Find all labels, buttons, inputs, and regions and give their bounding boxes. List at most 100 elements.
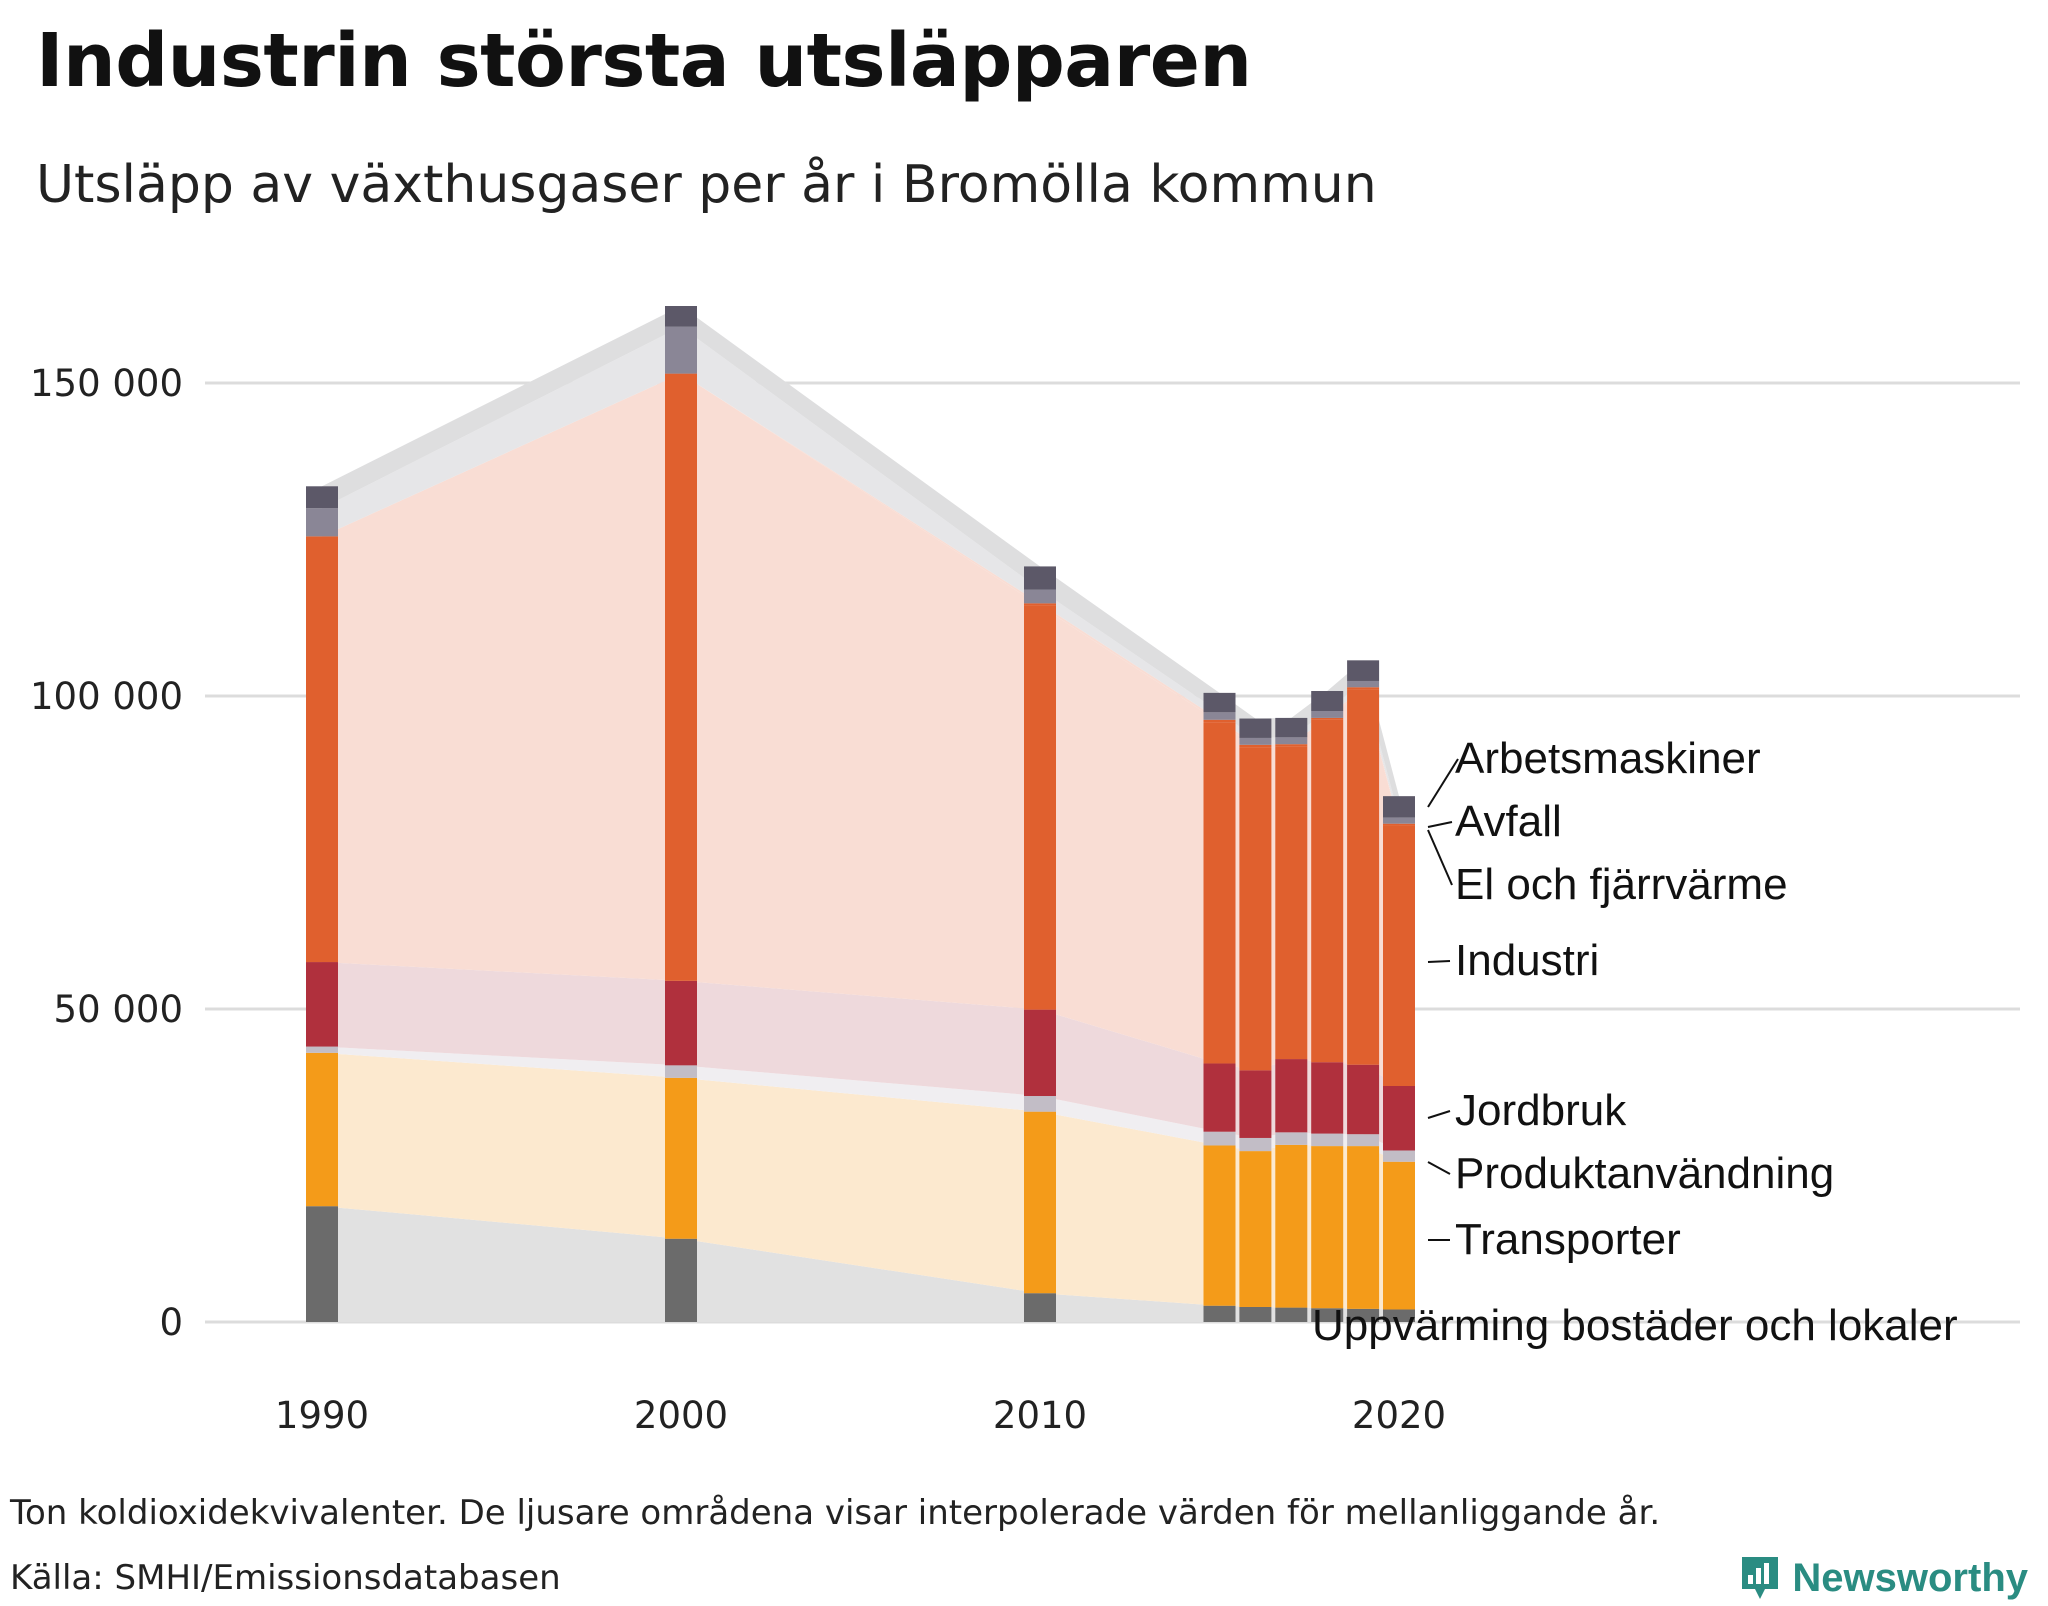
bar-segment-1990-6[interactable] xyxy=(306,508,338,537)
bar-segment-2018-4[interactable] xyxy=(1311,719,1344,1063)
bar-segment-2017-4[interactable] xyxy=(1275,746,1308,1060)
bar-segment-2018-2[interactable] xyxy=(1311,1133,1344,1147)
bar-segment-2019-1[interactable] xyxy=(1347,1146,1380,1309)
bar-stack-1990[interactable] xyxy=(306,486,338,1322)
bar-segment-2020-6[interactable] xyxy=(1383,817,1415,824)
bar-segment-2019-6[interactable] xyxy=(1347,680,1380,688)
bar-segment-2015-7[interactable] xyxy=(1203,692,1236,713)
leader-line-1 xyxy=(1427,821,1453,828)
bar-segment-2016-3[interactable] xyxy=(1239,1070,1272,1138)
bar-segment-2000-4[interactable] xyxy=(665,373,697,981)
bar-segment-2019-7[interactable] xyxy=(1347,660,1380,681)
bar-stack-2018[interactable] xyxy=(1311,690,1344,1322)
bar-segment-2019-0[interactable] xyxy=(1347,1308,1380,1322)
bar-segment-1990-7[interactable] xyxy=(306,486,338,509)
bar-segment-2020-1[interactable] xyxy=(1383,1161,1415,1310)
bar-segment-2015-6[interactable] xyxy=(1203,712,1236,720)
brand-name: Newsworthy xyxy=(1792,1555,2028,1600)
bar-segment-2015-4[interactable] xyxy=(1203,722,1236,1064)
bar-segment-2000-6[interactable] xyxy=(665,326,697,374)
segment-label-text-7: Uppvärming bostäder och lokaler xyxy=(1312,1301,1958,1350)
bar-segment-1990-0[interactable] xyxy=(306,1206,338,1322)
bar-segment-2010-4[interactable] xyxy=(1024,605,1056,1010)
bar-segment-2017-2[interactable] xyxy=(1275,1132,1308,1145)
x-axis-ticks: 1990 2000 2010 2020 xyxy=(275,1394,1446,1437)
bar-segment-2000-1[interactable] xyxy=(665,1077,697,1239)
bar-segment-2010-3[interactable] xyxy=(1024,1009,1056,1097)
segment-label-text-3: Industri xyxy=(1455,936,1599,985)
segment-label-2: El och fjärrvärme xyxy=(1427,829,1788,909)
bar-segment-2017-5[interactable] xyxy=(1275,744,1308,747)
bar-segment-2020-7[interactable] xyxy=(1383,796,1415,818)
bar-segment-2000-7[interactable] xyxy=(665,306,697,327)
bar-segment-2010-6[interactable] xyxy=(1024,589,1056,604)
bar-segment-2019-2[interactable] xyxy=(1347,1134,1380,1147)
segment-label-3: Industri xyxy=(1427,936,1599,985)
bar-segment-2010-5[interactable] xyxy=(1024,603,1056,606)
bar-stack-2020[interactable] xyxy=(1383,796,1415,1322)
brand-logo[interactable]: Newsworthy xyxy=(1738,1550,2028,1606)
bar-stack-2017[interactable] xyxy=(1275,717,1308,1322)
bar-segment-2015-1[interactable] xyxy=(1203,1145,1236,1306)
segment-label-6: Transporter xyxy=(1428,1215,1681,1264)
bar-segment-2015-5[interactable] xyxy=(1203,719,1236,723)
bar-segment-2017-7[interactable] xyxy=(1275,717,1308,738)
bar-segment-2017-1[interactable] xyxy=(1275,1144,1308,1308)
bar-segment-2016-5[interactable] xyxy=(1239,744,1272,748)
segment-label-text-0: Arbetsmaskiner xyxy=(1455,734,1761,783)
bar-stack-2015[interactable] xyxy=(1203,692,1236,1322)
area-2 xyxy=(322,1046,1399,1162)
bar-segment-2018-5[interactable] xyxy=(1311,717,1344,720)
bar-segment-1990-3[interactable] xyxy=(306,962,338,1047)
bar-segment-2020-5[interactable] xyxy=(1383,823,1415,826)
bar-segment-2016-0[interactable] xyxy=(1239,1306,1272,1322)
bar-segment-2010-0[interactable] xyxy=(1024,1293,1056,1322)
bar-segment-2020-3[interactable] xyxy=(1383,1085,1415,1151)
bar-segment-2017-0[interactable] xyxy=(1275,1307,1308,1322)
bar-segment-2010-7[interactable] xyxy=(1024,566,1056,590)
bar-segment-2020-2[interactable] xyxy=(1383,1150,1415,1162)
bar-segment-2016-4[interactable] xyxy=(1239,747,1272,1071)
bar-segment-2000-2[interactable] xyxy=(665,1065,697,1078)
bar-segment-2019-3[interactable] xyxy=(1347,1064,1380,1135)
x-tick-label-3: 2020 xyxy=(1352,1394,1446,1437)
bar-stack-2010[interactable] xyxy=(1024,566,1056,1322)
leader-line-3 xyxy=(1427,960,1451,963)
bar-segment-2019-4[interactable] xyxy=(1347,689,1380,1065)
bar-segment-1990-4[interactable] xyxy=(306,536,338,963)
bar-segment-2018-6[interactable] xyxy=(1311,711,1344,718)
x-tick-label-1: 2000 xyxy=(634,1394,728,1437)
bar-segment-2016-2[interactable] xyxy=(1239,1137,1272,1152)
bar-segment-2010-2[interactable] xyxy=(1024,1096,1056,1112)
bar-segment-2000-0[interactable] xyxy=(665,1238,697,1322)
bar-segment-2000-3[interactable] xyxy=(665,980,697,1066)
bar-segment-1990-1[interactable] xyxy=(306,1052,338,1207)
bar-segment-2015-0[interactable] xyxy=(1203,1305,1236,1322)
segment-label-text-5: Produktanvändning xyxy=(1455,1149,1834,1198)
bar-segment-2017-6[interactable] xyxy=(1275,737,1308,745)
bar-segment-2020-4[interactable] xyxy=(1383,825,1415,1086)
bar-segment-2018-7[interactable] xyxy=(1311,690,1344,712)
bar-segment-2019-5[interactable] xyxy=(1347,687,1380,690)
bar-segment-1990-2[interactable] xyxy=(306,1046,338,1053)
bar-segment-2016-6[interactable] xyxy=(1239,737,1272,745)
leader-line-4 xyxy=(1427,1110,1451,1119)
bar-segment-2018-1[interactable] xyxy=(1311,1146,1344,1309)
bar-segment-2017-3[interactable] xyxy=(1275,1059,1308,1133)
x-tick-label-2: 2010 xyxy=(993,1394,1087,1437)
bar-stack-2016[interactable] xyxy=(1239,718,1272,1322)
newsworthy-logo-icon xyxy=(1742,1557,1779,1599)
area-1 xyxy=(322,1052,1399,1310)
bar-segment-2016-1[interactable] xyxy=(1239,1151,1272,1307)
bar-segment-2015-2[interactable] xyxy=(1203,1131,1236,1146)
bar-segment-2016-7[interactable] xyxy=(1239,718,1272,738)
area-4 xyxy=(322,373,1399,1086)
bar-stack-2019[interactable] xyxy=(1347,660,1380,1322)
bar-segment-2010-1[interactable] xyxy=(1024,1111,1056,1294)
bar-segment-2020-0[interactable] xyxy=(1383,1309,1415,1322)
bar-stack-2000[interactable] xyxy=(665,306,697,1322)
bar-segment-2015-3[interactable] xyxy=(1203,1063,1236,1132)
area-0 xyxy=(322,1206,1399,1322)
bar-segment-2018-3[interactable] xyxy=(1311,1062,1344,1134)
bar-segment-2018-0[interactable] xyxy=(1311,1308,1344,1322)
